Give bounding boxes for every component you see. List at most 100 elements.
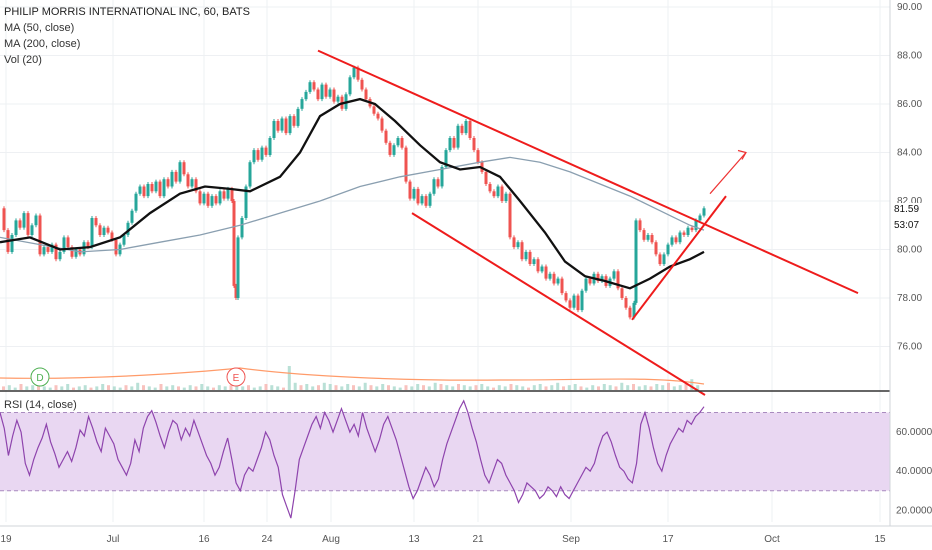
volume-bar <box>503 386 507 390</box>
price-candle <box>556 278 560 284</box>
volume-bar <box>486 386 490 390</box>
time-tick-label: Oct <box>764 534 780 545</box>
legend-ma50[interactable]: MA (50, close) <box>4 22 75 34</box>
ma200-line[interactable] <box>0 156 705 253</box>
price-candle <box>572 295 576 308</box>
price-candle <box>240 218 244 238</box>
volume-bar <box>107 385 110 390</box>
price-candle <box>174 171 178 182</box>
lower-trendline[interactable] <box>411 212 706 396</box>
price-candle <box>234 285 238 298</box>
legend-volume[interactable]: Vol (20) <box>4 54 42 66</box>
volume-bar <box>83 385 87 390</box>
ma50-line[interactable] <box>0 97 705 290</box>
price-candle <box>264 147 268 155</box>
price-candle <box>276 121 280 131</box>
price-candle <box>236 237 240 298</box>
price-candle <box>178 162 182 182</box>
price-candle <box>484 171 488 184</box>
price-candle <box>412 188 416 199</box>
volume-bar <box>369 385 373 390</box>
volume-bar <box>643 385 647 390</box>
price-candle <box>560 278 564 294</box>
price-candle <box>600 276 604 282</box>
volume-bar <box>171 385 175 390</box>
volume-bar <box>48 387 52 390</box>
volume-bar <box>42 386 46 390</box>
volume-bar <box>200 384 204 390</box>
projection-arrow-line[interactable] <box>709 152 747 195</box>
price-candle <box>134 193 138 211</box>
volume-bar <box>678 385 682 390</box>
price-candle <box>332 89 336 102</box>
price-candle <box>94 218 98 226</box>
price-candle <box>620 288 624 298</box>
price-candle <box>516 242 520 248</box>
volume-bar <box>591 385 595 390</box>
price-tick-label: 90.00 <box>897 2 922 13</box>
price-candle <box>182 162 186 175</box>
legend-ma200[interactable]: MA (200, close) <box>4 38 81 50</box>
price-tick-label: 86.00 <box>897 99 922 110</box>
rsi-title[interactable]: RSI (14, close) <box>4 399 77 411</box>
price-candle <box>584 278 588 291</box>
price-candle <box>444 150 448 168</box>
volume-bar <box>602 384 606 390</box>
volume-bar <box>182 387 186 390</box>
price-candle <box>440 167 444 187</box>
price-candle <box>616 271 620 289</box>
price-candle <box>142 186 146 197</box>
volume-bar <box>608 385 612 390</box>
price-candle <box>304 91 308 100</box>
price-candle <box>158 181 162 197</box>
volume-bar <box>77 386 81 390</box>
volume-bar <box>562 386 565 390</box>
volume-bar <box>387 385 390 390</box>
price-candle <box>106 227 110 233</box>
volume-bar <box>147 386 151 390</box>
upper-trendline[interactable] <box>317 49 859 295</box>
price-candle <box>98 225 102 235</box>
price-candle <box>568 300 572 308</box>
price-candle <box>674 237 678 243</box>
price-candle <box>702 208 706 216</box>
price-candle <box>638 220 642 231</box>
price-candle <box>186 174 190 187</box>
price-candle <box>452 138 456 148</box>
price-tick-label: 88.00 <box>897 51 922 62</box>
price-candle <box>654 242 658 255</box>
price-candle <box>90 218 94 248</box>
price-candle <box>662 254 666 265</box>
price-candle <box>230 188 234 201</box>
volume-bar <box>363 382 367 390</box>
volume-bar <box>544 386 548 390</box>
volume-bar <box>299 385 303 390</box>
volume-bar <box>188 385 192 390</box>
volume-bar <box>597 386 600 390</box>
rsi-tick-label: 40.0000 <box>896 466 932 477</box>
price-candle <box>532 259 536 264</box>
price-candle <box>512 237 516 248</box>
price-candle <box>46 247 50 252</box>
price-candle <box>284 118 288 134</box>
event-marker[interactable] <box>30 367 50 387</box>
event-marker[interactable] <box>226 367 246 387</box>
volume-bar <box>579 386 583 390</box>
volume-bar <box>416 384 420 390</box>
price-candle <box>384 130 388 143</box>
price-candle <box>460 125 464 134</box>
price-candle <box>432 179 436 194</box>
volume-bar <box>334 385 338 390</box>
rising-trendline[interactable] <box>631 195 727 321</box>
volume-bar <box>235 384 239 390</box>
rsi-line[interactable] <box>0 399 705 519</box>
volume-bar <box>31 385 35 390</box>
volume-bar <box>521 386 525 390</box>
price-candle <box>468 121 472 138</box>
volume-bar <box>229 385 233 390</box>
volume-bar <box>567 385 571 390</box>
volume-bar <box>556 382 560 390</box>
volume-bar <box>206 386 210 390</box>
